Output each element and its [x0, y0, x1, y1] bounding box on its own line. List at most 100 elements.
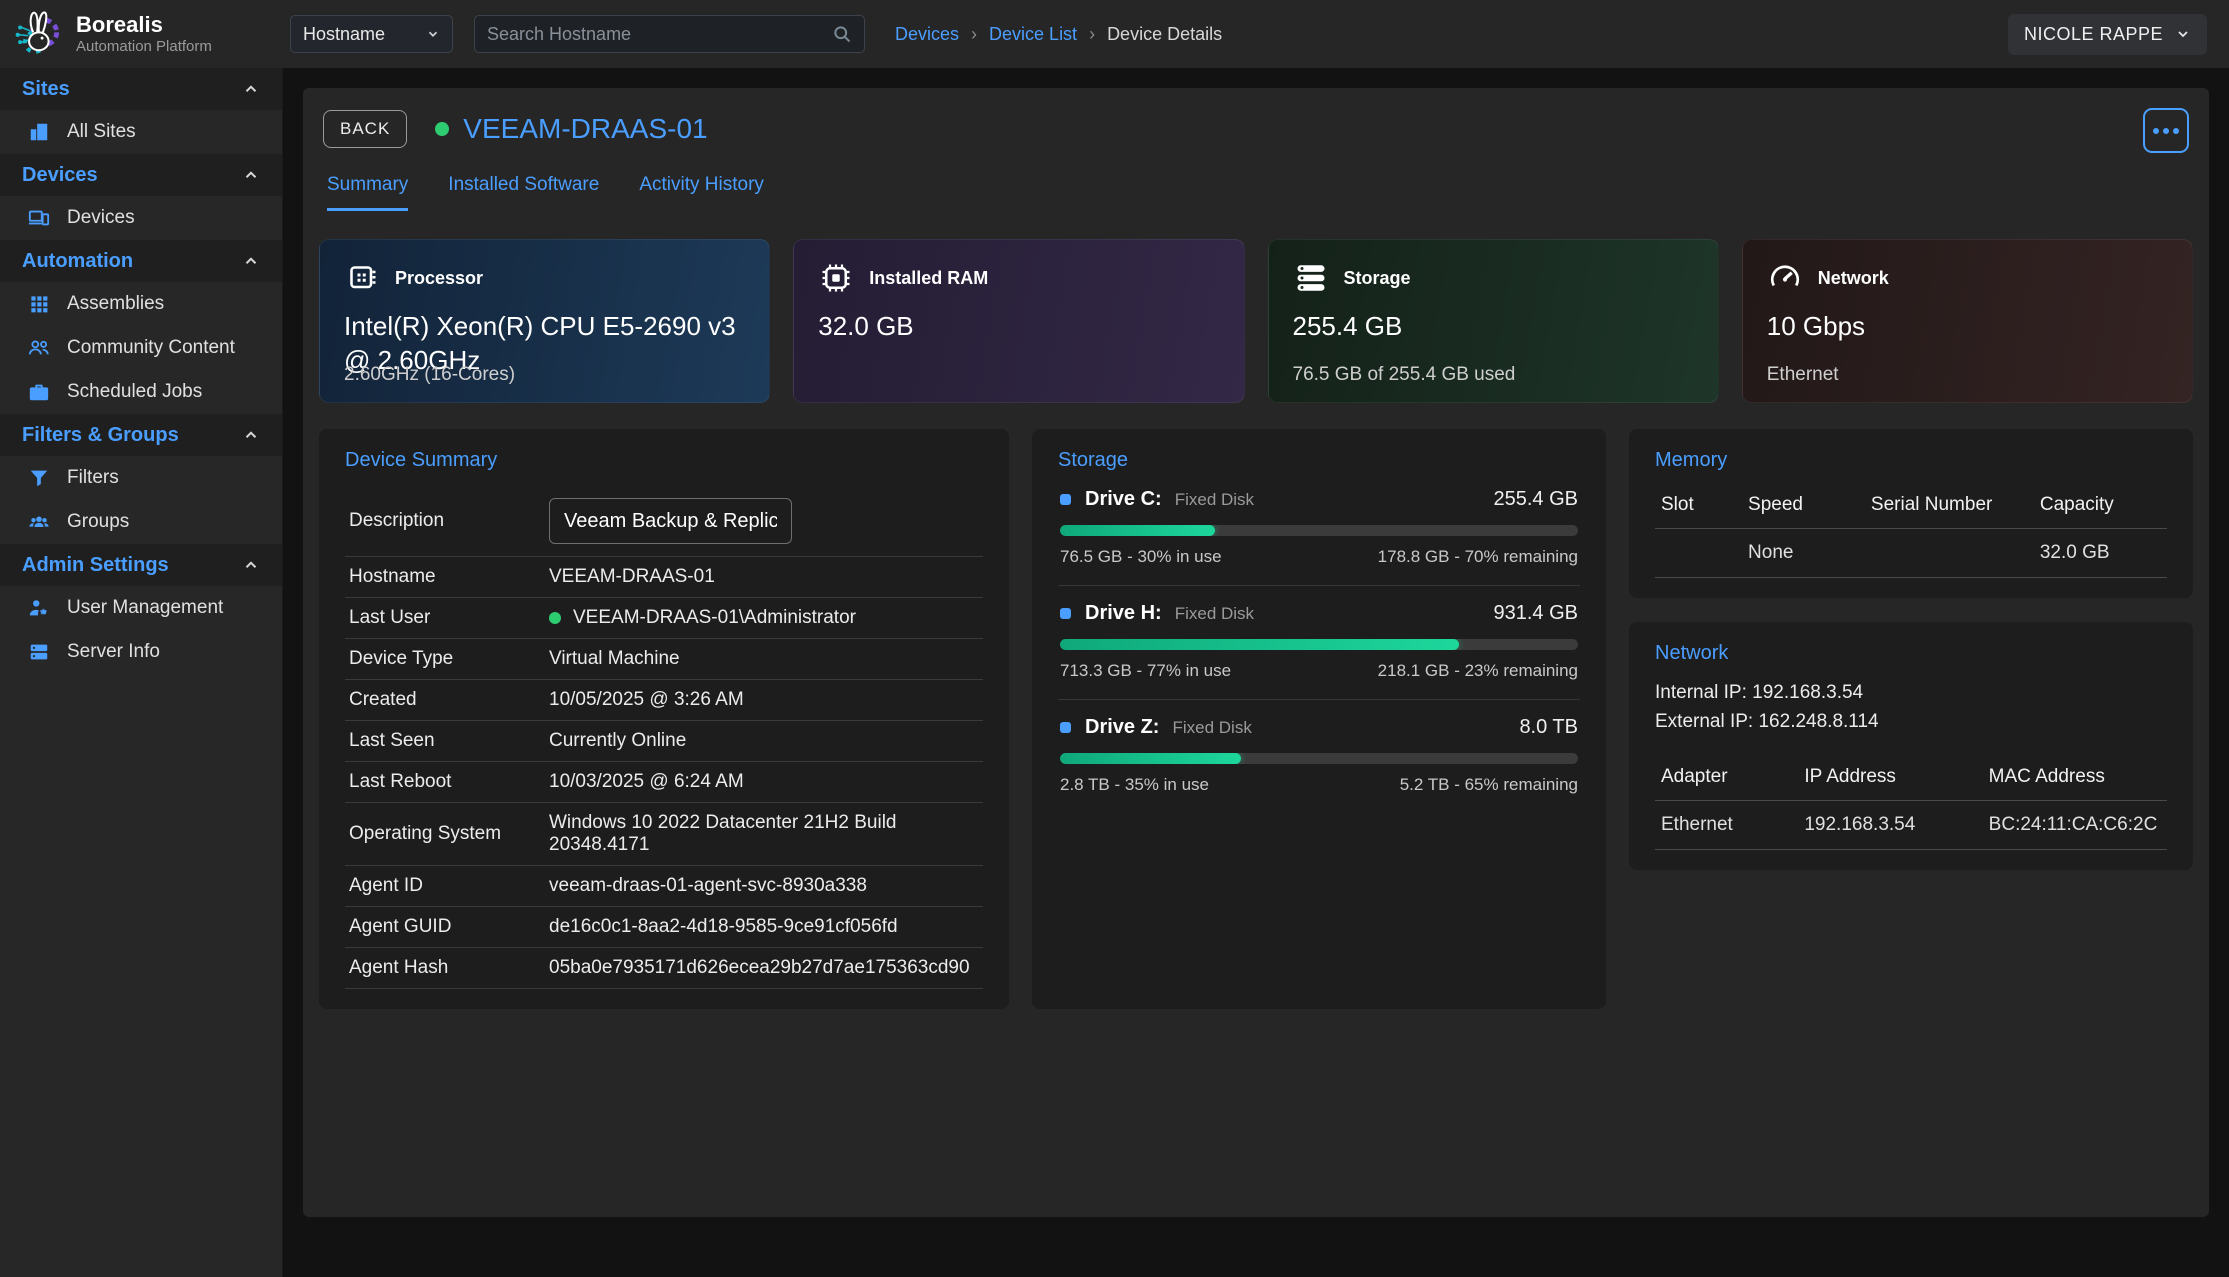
sidebar-item-devices[interactable]: Devices — [0, 196, 282, 240]
sidebar-section-automation[interactable]: Automation — [0, 240, 282, 282]
device-summary-title: Device Summary — [345, 449, 498, 471]
sidebar-item-assemblies[interactable]: Assemblies — [0, 282, 282, 326]
sidebar-item-label: Community Content — [67, 337, 235, 358]
right-column: Memory Slot Speed Serial Number Capacity — [1629, 429, 2193, 870]
drive-bullet-icon — [1060, 494, 1071, 505]
device-summary-table: Description Hostname VEEAM-DRAAS-01 Last… — [345, 488, 983, 989]
groups-icon — [28, 511, 50, 533]
drive-z-row: Drive Z: Fixed Disk 8.0 TB 2.8 TB - 35% … — [1058, 700, 1580, 813]
back-button[interactable]: BACK — [323, 110, 408, 148]
row-label: Description — [349, 510, 445, 531]
row-value: veeam-draas-01-agent-svc-8930a338 — [549, 875, 867, 896]
adapter-ip: 192.168.3.54 — [1804, 814, 1916, 835]
gauge-icon — [1767, 260, 1803, 296]
drive-usage-fill — [1060, 753, 1242, 764]
network-panel-title: Network — [1655, 642, 1729, 664]
memory-slot — [1655, 529, 1742, 578]
network-header-ip: IP Address — [1804, 766, 1896, 787]
drive-remaining-text: 218.1 GB - 23% remaining — [1377, 661, 1578, 680]
row-label: Last Seen — [349, 730, 435, 751]
card-label: Installed RAM — [869, 267, 989, 288]
row-value: VEEAM-DRAAS-01\Administrator — [549, 607, 856, 629]
card-label: Storage — [1343, 267, 1411, 288]
sidebar-item-all-sites[interactable]: All Sites — [0, 110, 282, 154]
drive-used-text: 76.5 GB - 30% in use — [1060, 547, 1222, 566]
drive-size: 931.4 GB — [1493, 602, 1578, 624]
summary-row-last-seen: Last Seen Currently Online — [345, 721, 983, 762]
chevron-down-icon — [2175, 26, 2191, 42]
row-value: 10/05/2025 @ 3:26 AM — [549, 689, 744, 710]
memory-row: None 32.0 GB — [1655, 529, 2167, 578]
row-label: Agent ID — [349, 875, 423, 896]
sidebar-item-server-info[interactable]: Server Info — [0, 630, 282, 674]
network-header-adapter: Adapter — [1661, 766, 1728, 787]
memory-capacity: 32.0 GB — [2039, 542, 2110, 563]
drive-remaining-text: 5.2 TB - 65% remaining — [1399, 775, 1578, 794]
borealis-rabbit-logo-icon — [12, 8, 64, 60]
search-input[interactable] — [487, 23, 832, 45]
breadcrumb-device-list[interactable]: Device List — [989, 23, 1078, 44]
tab-installed-software[interactable]: Installed Software — [448, 174, 600, 195]
sidebar-section-admin-settings[interactable]: Admin Settings — [0, 544, 282, 586]
hostname-filter-value: Hostname — [303, 23, 386, 44]
drive-c-row: Drive C: Fixed Disk 255.4 GB 76.5 GB - 3… — [1058, 472, 1580, 586]
drive-used-text: 713.3 GB - 77% in use — [1060, 661, 1232, 680]
row-value: de16c0c1-8aa2-4d18-9585-9ce91cf056fd — [549, 916, 898, 937]
storage-panel: Storage Drive C: Fixed Disk 255.4 GB — [1032, 429, 1606, 1009]
ram-value: 32.0 GB — [818, 311, 914, 341]
sidebar-item-community-content[interactable]: Community Content — [0, 326, 282, 370]
description-input[interactable] — [549, 498, 792, 544]
network-header-mac: MAC Address — [1988, 766, 2105, 787]
summary-row-created: Created 10/05/2025 @ 3:26 AM — [345, 680, 983, 721]
user-gear-icon — [28, 597, 50, 619]
tab-activity-history[interactable]: Activity History — [639, 174, 764, 195]
sidebar-item-user-management[interactable]: User Management — [0, 586, 282, 630]
sidebar-item-scheduled-jobs[interactable]: Scheduled Jobs — [0, 370, 282, 414]
section-title: Sites — [22, 77, 70, 100]
sidebar-item-label: Server Info — [67, 641, 160, 662]
briefcase-icon — [28, 381, 50, 403]
processor-value: Intel(R) Xeon(R) CPU E5-2690 v3 @ 2.60GH… — [344, 311, 736, 375]
panels-row: Device Summary Description Hostname VEEA… — [319, 429, 2193, 1009]
installed-ram-card: Installed RAM 32.0 GB — [793, 239, 1245, 403]
page-header: BACK VEEAM-DRAAS-01 — [323, 108, 2193, 153]
network-value: 10 Gbps — [1766, 311, 1866, 341]
memory-header-capacity: Capacity — [2039, 494, 2114, 515]
drive-type: Fixed Disk — [1172, 717, 1252, 737]
row-label: Hostname — [349, 566, 436, 587]
sidebar-item-label: Assemblies — [67, 293, 165, 314]
grid-icon — [28, 293, 50, 315]
sidebar-section-filters-groups[interactable]: Filters & Groups — [0, 414, 282, 456]
sidebar-section-devices[interactable]: Devices — [0, 154, 282, 196]
hostname-filter-dropdown[interactable]: Hostname — [290, 15, 453, 53]
sidebar-item-label: Filters — [67, 467, 119, 488]
sidebar-section-sites[interactable]: Sites — [0, 68, 282, 110]
chevron-up-icon — [242, 556, 260, 574]
breadcrumb-devices[interactable]: Devices — [895, 23, 960, 44]
search-icon[interactable] — [832, 24, 852, 44]
card-label: Processor — [395, 267, 484, 288]
memory-speed: None — [1748, 542, 1794, 563]
search-box — [474, 15, 865, 53]
summary-row-last-user: Last User VEEAM-DRAAS-01\Administrator — [345, 598, 983, 639]
memory-table: Slot Speed Serial Number Capacity — [1655, 482, 2167, 578]
drive-name: Drive Z: — [1085, 716, 1160, 738]
network-adapter-row: Ethernet 192.168.3.54 BC:24:11:CA:C6:2C — [1655, 801, 2167, 850]
user-menu-button[interactable]: NICOLE RAPPE — [2007, 13, 2207, 55]
more-actions-button[interactable] — [2143, 108, 2189, 153]
row-label: Created — [349, 689, 417, 710]
people-icon — [28, 337, 50, 359]
chevron-down-icon — [426, 27, 440, 41]
network-adapter-table: Adapter IP Address MAC Address Ethernet … — [1655, 754, 2167, 850]
memory-header-speed: Speed — [1748, 494, 1803, 515]
tab-summary[interactable]: Summary — [327, 174, 409, 211]
brand-text: Borealis Automation Platform — [76, 13, 212, 55]
network-sub: Ethernet — [1766, 364, 1839, 385]
online-status-dot — [435, 122, 450, 136]
sidebar-item-filters[interactable]: Filters — [0, 456, 282, 500]
internal-ip: Internal IP: 192.168.3.54 — [1655, 682, 1864, 703]
page-title: VEEAM-DRAAS-01 — [463, 113, 708, 144]
row-label: Device Type — [349, 648, 454, 669]
drive-usage-fill — [1060, 639, 1459, 650]
sidebar-item-groups[interactable]: Groups — [0, 500, 282, 544]
